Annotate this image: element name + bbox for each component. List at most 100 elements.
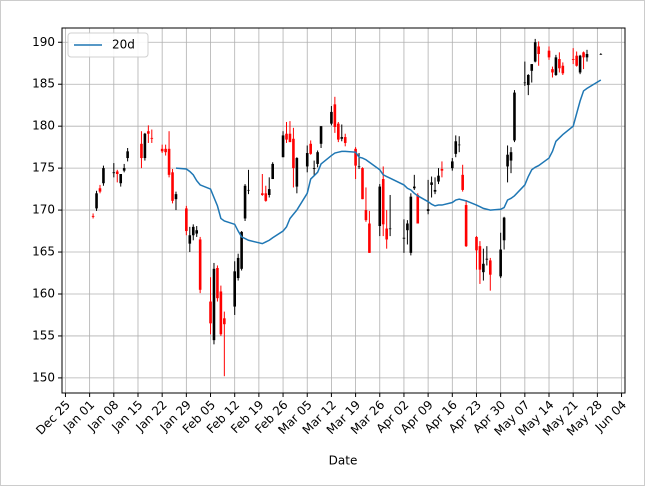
- candle-body: [174, 194, 178, 200]
- candle-body: [599, 54, 603, 55]
- candle-body: [115, 171, 119, 174]
- candle-body: [271, 163, 274, 180]
- candle-body: [219, 291, 223, 335]
- y-tick-label: 160: [32, 286, 55, 300]
- candle-body: [547, 50, 551, 58]
- y-tick-label: 185: [32, 77, 55, 91]
- candle-body: [513, 92, 516, 141]
- candle-body: [499, 249, 502, 277]
- candle-body: [437, 175, 440, 182]
- candle-body: [164, 148, 167, 153]
- candle-body: [312, 168, 316, 169]
- candle-body: [433, 189, 437, 192]
- candle-body: [122, 168, 126, 171]
- candle-body: [357, 166, 361, 168]
- candle-body: [160, 148, 164, 152]
- candle-body: [171, 172, 174, 201]
- candle-body: [582, 52, 585, 58]
- candle-body: [406, 223, 409, 231]
- candle-body: [212, 268, 216, 341]
- candle-body: [143, 133, 147, 159]
- candle-body: [523, 82, 527, 84]
- candle-body: [454, 141, 458, 154]
- candle-body: [526, 74, 530, 86]
- legend-box: [67, 32, 149, 58]
- candle-body: [95, 193, 98, 209]
- candle-body: [319, 126, 323, 144]
- candle-body: [216, 267, 219, 299]
- candle-body: [506, 154, 509, 167]
- candle-body: [368, 223, 371, 253]
- candle-body: [191, 226, 195, 236]
- y-tick-label: 155: [32, 328, 55, 342]
- candle-body: [575, 55, 578, 66]
- y-tick-label: 170: [32, 203, 55, 217]
- candle-body: [364, 210, 368, 221]
- legend: 20d: [67, 32, 149, 58]
- candle-body: [292, 138, 295, 169]
- candle-body: [147, 131, 150, 134]
- candle-body: [236, 257, 240, 279]
- candle-body: [261, 193, 264, 195]
- candle-body: [561, 65, 565, 74]
- candle-body: [554, 57, 558, 75]
- candle-body: [195, 230, 199, 234]
- candle-body: [288, 133, 292, 143]
- candle-body: [340, 137, 344, 139]
- candle-body: [578, 55, 582, 73]
- candle-body: [150, 137, 154, 139]
- candle-body: [558, 59, 561, 69]
- candle-body: [413, 186, 416, 189]
- candle-body: [378, 186, 382, 227]
- candle-body: [198, 239, 202, 290]
- candle-body: [140, 143, 143, 159]
- candle-body: [316, 152, 319, 164]
- candle-body: [551, 69, 554, 73]
- candle-body: [119, 174, 123, 184]
- candle-body: [233, 271, 236, 307]
- candle-body: [502, 217, 506, 241]
- candle-body: [440, 168, 444, 171]
- y-tick-label: 175: [32, 161, 55, 175]
- candle-body: [451, 161, 454, 169]
- candle-body: [295, 158, 299, 187]
- candle-body: [126, 151, 129, 159]
- y-tick-label: 150: [32, 370, 55, 384]
- candle-body: [585, 54, 589, 58]
- candle-body: [482, 263, 485, 273]
- candle-body: [361, 168, 364, 200]
- candle-body: [416, 194, 420, 224]
- candle-body: [185, 208, 188, 232]
- y-tick-label: 190: [32, 35, 55, 49]
- candle-body: [267, 189, 271, 195]
- candle-body: [426, 209, 430, 211]
- candle-body: [388, 228, 392, 230]
- candle-body: [402, 237, 406, 239]
- candle-body: [461, 174, 464, 190]
- ma-line: [175, 79, 602, 245]
- candle-body: [91, 215, 95, 217]
- candle-body: [537, 46, 540, 55]
- candle-body: [571, 59, 575, 60]
- legend-label: 20d: [112, 38, 135, 52]
- candle-body: [478, 246, 482, 270]
- candle-body: [530, 64, 534, 71]
- candle-body: [409, 196, 413, 253]
- candle-body: [167, 148, 171, 175]
- candle-body: [98, 188, 102, 192]
- candle-body: [247, 189, 250, 191]
- candle-body: [533, 42, 537, 62]
- candle-body: [333, 104, 337, 128]
- candle-body: [243, 185, 247, 219]
- candle-body: [112, 172, 116, 174]
- candle-body: [330, 111, 333, 124]
- candle-body: [430, 182, 433, 185]
- candle-body: [309, 143, 312, 154]
- candle-body: [457, 144, 461, 146]
- candle-body: [285, 133, 288, 140]
- candle-body: [343, 137, 347, 143]
- candle-body: [281, 135, 285, 158]
- y-tick-label: 180: [32, 119, 55, 133]
- candle-body: [188, 235, 192, 244]
